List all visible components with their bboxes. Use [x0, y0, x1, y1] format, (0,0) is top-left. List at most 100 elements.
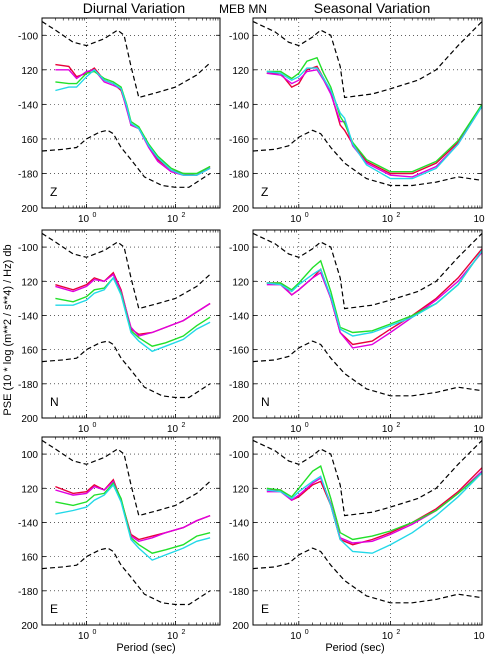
y-tick-label: -100	[229, 243, 249, 254]
channel-label: Z	[261, 185, 268, 199]
panel-frame	[252, 229, 483, 419]
x-tick-label: 10	[382, 631, 394, 642]
y-tick-label: -140	[18, 311, 38, 322]
y-tick-label: -160	[229, 553, 249, 564]
y-tick-label: 200	[232, 621, 249, 632]
y-tick-label: 200	[21, 204, 38, 215]
high-noise-model-line	[41, 439, 211, 517]
low-noise-model-line	[252, 547, 483, 604]
y-tick-label: -180	[18, 587, 38, 598]
y-axis-label: PSE (10 * log (m**2 / s**4) / Hz) db	[2, 244, 14, 415]
x-tick-exponent: 2	[396, 629, 400, 636]
y-tick-label: 120	[232, 484, 249, 495]
channel-label: Z	[50, 185, 57, 199]
x-tick-label: 10	[78, 424, 90, 435]
series-line-red	[266, 65, 483, 175]
series-line-magenta	[266, 251, 483, 349]
series-line-green	[55, 70, 211, 175]
x-tick-exponent: 0	[93, 212, 97, 219]
x-tick-exponent: 0	[93, 422, 97, 429]
x-axis-label-right: Period (sec)	[325, 642, 384, 654]
y-tick-label: 120	[21, 484, 38, 495]
y-tick-label: -180	[229, 587, 249, 598]
y-tick-label: 120	[21, 277, 38, 288]
x-tick-exponent: 0	[305, 212, 309, 219]
y-tick-label: -100	[229, 450, 249, 461]
low-noise-model-line	[252, 129, 483, 187]
y-tick-label: -160	[229, 135, 249, 146]
y-tick-label: -180	[18, 380, 38, 391]
series-line-cyan	[55, 483, 211, 561]
panel-frame	[41, 17, 221, 209]
x-tick-label: 10	[167, 631, 179, 642]
series-line-green	[266, 465, 483, 541]
seasonal-title: Seasonal Variation	[314, 0, 430, 16]
x-tick-label: 10	[78, 631, 90, 642]
x-axis-label-left: Period (sec)	[116, 642, 175, 654]
y-tick-label: -140	[18, 518, 38, 529]
y-tick-label: 200	[232, 414, 249, 425]
y-tick-label: -140	[18, 100, 38, 111]
y-tick-label: -140	[229, 311, 249, 322]
y-tick-label: 120	[232, 66, 249, 77]
x-tick-label: 10	[290, 214, 302, 225]
x-tick-label: 10	[290, 424, 302, 435]
high-noise-model-line	[252, 232, 483, 310]
x-tick-label: 10	[167, 424, 179, 435]
x-tick-exponent: 2	[182, 629, 186, 636]
series-line-green	[55, 481, 211, 554]
series-line-cyan	[266, 472, 483, 554]
low-noise-model-line	[41, 129, 211, 188]
series-line-green	[266, 56, 483, 173]
series-line-cyan	[266, 67, 483, 180]
series-line-magenta	[55, 69, 211, 176]
channel-label: N	[50, 395, 59, 409]
y-tick-label: 100	[21, 450, 38, 461]
panel-frame	[41, 229, 221, 419]
x-tick-exponent: 2	[396, 422, 400, 429]
x-tick-exponent: 2	[182, 212, 186, 219]
x-tick-exponent: 0	[305, 422, 309, 429]
y-tick-label: -180	[18, 169, 38, 180]
y-tick-label: 200	[21, 621, 38, 632]
x-tick-label: 10	[473, 214, 485, 225]
x-tick-exponent: 0	[93, 629, 97, 636]
series-line-cyan	[55, 68, 211, 176]
y-tick-label: -100	[18, 31, 38, 42]
y-tick-label: 200	[232, 204, 249, 215]
y-tick-label: -100	[18, 243, 38, 254]
y-tick-label: 200	[21, 414, 38, 425]
x-tick-label: 10	[382, 214, 394, 225]
channel-label: E	[261, 602, 269, 616]
series-line-cyan	[266, 250, 483, 337]
panel-frame	[41, 436, 221, 626]
x-tick-exponent: 2	[396, 212, 400, 219]
x-tick-exponent: 2	[182, 422, 186, 429]
x-tick-label: 10	[473, 424, 485, 435]
panel-frame	[252, 17, 483, 209]
y-tick-label: -160	[229, 346, 249, 357]
high-noise-model-line	[252, 439, 483, 517]
channel-label: E	[50, 602, 58, 616]
low-noise-model-line	[41, 340, 211, 399]
diurnal-title: Diurnal Variation	[83, 0, 185, 16]
x-tick-label: 10	[473, 631, 485, 642]
station-title: MEB MN	[219, 2, 267, 16]
y-tick-label: 160	[21, 553, 38, 564]
y-tick-label: 160	[21, 135, 38, 146]
channel-label: N	[261, 395, 270, 409]
high-noise-model-line	[252, 20, 483, 99]
y-tick-label: 120	[232, 277, 249, 288]
series-line-magenta	[266, 69, 483, 178]
x-tick-label: 10	[382, 424, 394, 435]
x-tick-label: 10	[290, 631, 302, 642]
y-tick-label: -100	[229, 31, 249, 42]
low-noise-model-line	[252, 340, 483, 397]
x-tick-label: 10	[78, 214, 90, 225]
